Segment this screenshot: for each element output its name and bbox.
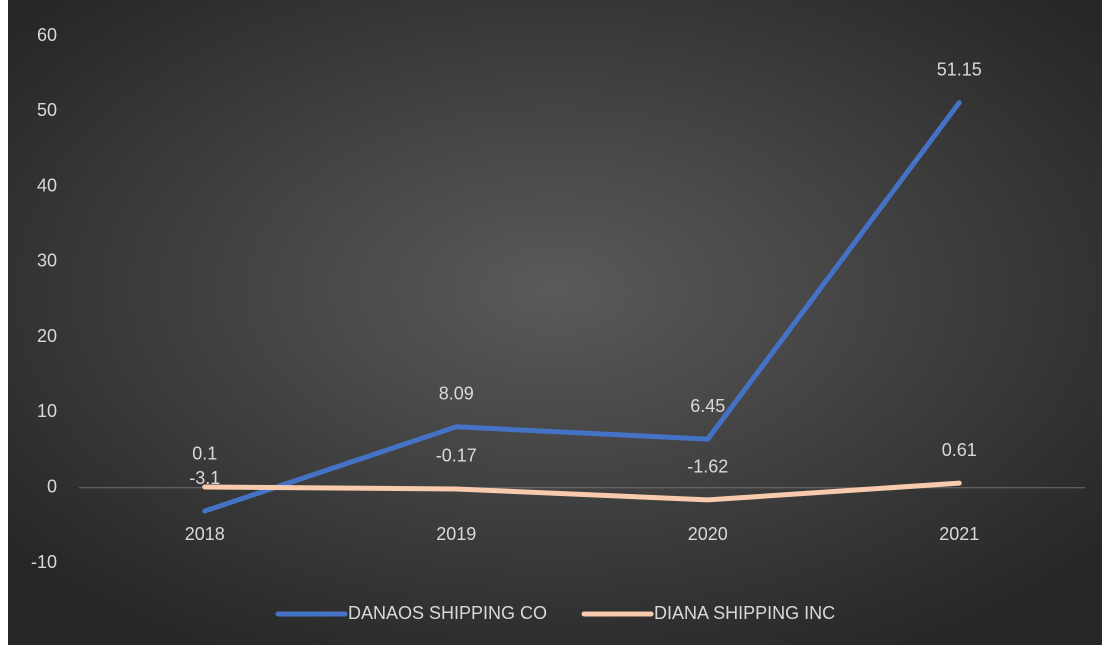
data-label: 6.45	[690, 396, 725, 416]
x-tick-label: 2021	[939, 524, 979, 544]
data-label: -1.62	[687, 457, 728, 477]
y-tick-label: 20	[37, 326, 57, 346]
data-label: 0.61	[942, 440, 977, 460]
y-tick-label: 60	[37, 25, 57, 45]
x-tick-label: 2019	[436, 524, 476, 544]
series-line	[202, 100, 962, 514]
y-tick-label: 30	[37, 251, 57, 271]
data-label: 8.09	[439, 384, 474, 404]
data-label: -3.1	[189, 468, 220, 488]
y-tick-label: 50	[37, 100, 57, 120]
y-tick-label: -10	[31, 552, 57, 572]
chart-background	[8, 0, 1102, 645]
y-tick-label: 40	[37, 175, 57, 195]
x-tick-label: 2018	[185, 524, 225, 544]
legend-label: DANAOS SHIPPING CO	[348, 603, 547, 623]
legend-label: DIANA SHIPPING INC	[654, 603, 835, 623]
y-tick-label: 10	[37, 401, 57, 421]
data-label: -0.17	[436, 446, 477, 466]
x-tick-label: 2020	[688, 524, 728, 544]
y-tick-label: 0	[47, 476, 57, 496]
data-label: 51.15	[937, 59, 982, 79]
data-label: 0.1	[192, 444, 217, 464]
series-line	[202, 480, 962, 503]
